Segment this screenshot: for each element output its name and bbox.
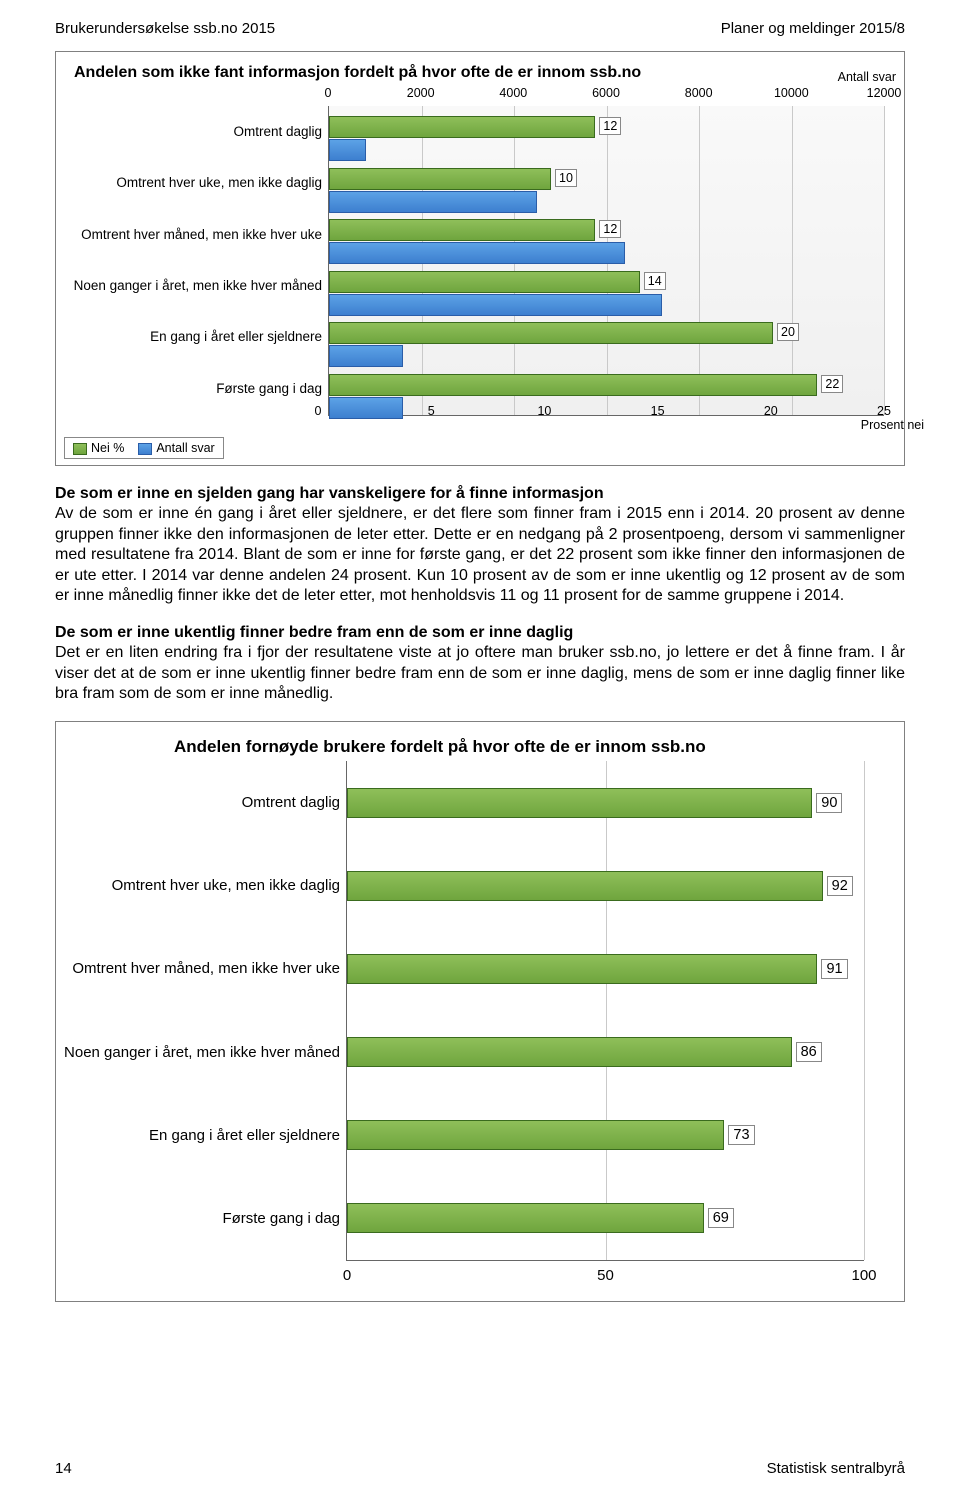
chart1-legend: Nei % Antall svar xyxy=(64,437,224,459)
chart1-top-tick: 8000 xyxy=(685,86,713,100)
chart1-top-tick: 0 xyxy=(325,86,332,100)
subheading-1: De som er inne en sjelden gang har vansk… xyxy=(55,485,604,502)
chart1-category-label: Første gang i dag xyxy=(66,381,328,397)
chart1-top-tick: 2000 xyxy=(407,86,435,100)
chart1-bar-nei xyxy=(329,116,595,138)
chart2-value-label: 69 xyxy=(708,1208,734,1228)
chart1-bottom-tick: 5 xyxy=(428,404,435,418)
header-left: Brukerundersøkelse ssb.no 2015 xyxy=(55,20,275,37)
footer-publisher: Statistisk sentralbyrå xyxy=(767,1460,905,1477)
chart2-value-label: 90 xyxy=(816,793,842,813)
chart1-title: Andelen som ikke fant informasjon fordel… xyxy=(74,64,894,82)
page-footer: 14 Statistisk sentralbyrå xyxy=(55,1460,905,1477)
chart1-top-tick: 4000 xyxy=(499,86,527,100)
chart1-bottom-tick: 25 xyxy=(877,404,891,418)
chart1-value-label: 12 xyxy=(599,220,621,238)
paragraph-2: Det er en liten endring fra i fjor der r… xyxy=(55,644,905,702)
chart1-top-axis-title: Antall svar xyxy=(838,70,896,84)
chart1-category-label: Noen ganger i året, men ikke hver måned xyxy=(66,278,328,294)
chart1-bar-nei xyxy=(329,322,773,344)
chart1-top-tick: 6000 xyxy=(592,86,620,100)
chart2-title: Andelen fornøyde brukere fordelt på hvor… xyxy=(56,722,904,761)
page-number: 14 xyxy=(55,1460,72,1477)
chart2-category-label: Omtrent hver måned, men ikke hver uke xyxy=(56,928,346,1011)
chart2-bar xyxy=(347,1120,724,1150)
chart2-bar xyxy=(347,1037,792,1067)
chart1-bottom-axis: Prosent nei 0510152025 xyxy=(318,402,884,420)
chart1-bottom-tick: 10 xyxy=(537,404,551,418)
chart2-plot-area: 050100909291867369 xyxy=(346,761,864,1261)
chart2-value-label: 92 xyxy=(827,876,853,896)
chart2-value-label: 73 xyxy=(728,1125,754,1145)
chart1-value-label: 20 xyxy=(777,323,799,341)
legend-label-antall: Antall svar xyxy=(156,441,214,455)
chart1-top-axis: 020004000600080001000012000 xyxy=(328,86,884,106)
chart2-bar xyxy=(347,954,817,984)
chart1-category-label: Omtrent hver måned, men ikke hver uke xyxy=(66,227,328,243)
legend-item-nei: Nei % xyxy=(73,441,124,455)
chart2-category-label: Omtrent daglig xyxy=(56,761,346,844)
chart2-category-label: Noen ganger i året, men ikke hver måned xyxy=(56,1011,346,1094)
chart1-bottom-tick: 15 xyxy=(651,404,665,418)
chart2-xtick: 100 xyxy=(851,1267,876,1284)
chart2-bar xyxy=(347,871,823,901)
chart-satisfied-by-frequency: Andelen fornøyde brukere fordelt på hvor… xyxy=(55,721,905,1302)
chart1-category-labels: Omtrent daglig Omtrent hver uke, men ikke… xyxy=(66,86,328,416)
chart1-top-tick: 12000 xyxy=(867,86,902,100)
chart1-value-label: 22 xyxy=(821,375,843,393)
legend-swatch-nei xyxy=(73,443,87,455)
chart2-value-label: 86 xyxy=(796,1042,822,1062)
chart1-bar-nei xyxy=(329,219,595,241)
chart1-category-label: Omtrent hver uke, men ikke daglig xyxy=(66,175,328,191)
chart1-bar-nei xyxy=(329,374,817,396)
legend-label-nei: Nei % xyxy=(91,441,124,455)
chart2-category-labels: Omtrent dagligOmtrent hver uke, men ikke… xyxy=(56,761,346,1261)
chart1-bar-nei xyxy=(329,271,640,293)
chart2-category-label: En gang i året eller sjeldnere xyxy=(56,1094,346,1177)
chart1-value-label: 12 xyxy=(599,117,621,135)
chart2-xtick: 0 xyxy=(343,1267,351,1284)
chart1-category-label: En gang i året eller sjeldnere xyxy=(66,329,328,345)
chart1-bottom-tick: 0 xyxy=(315,404,322,418)
chart2-category-label: Omtrent hver uke, men ikke daglig xyxy=(56,844,346,927)
page-header: Brukerundersøkelse ssb.no 2015 Planer og… xyxy=(55,20,905,37)
chart1-value-label: 10 xyxy=(555,169,577,187)
chart1-top-tick: 10000 xyxy=(774,86,809,100)
chart2-category-label: Første gang i dag xyxy=(56,1178,346,1261)
paragraph-1: Av de som er inne én gang i året eller s… xyxy=(55,505,905,604)
chart2-bar xyxy=(347,788,812,818)
chart2-value-label: 91 xyxy=(821,959,847,979)
chart2-xtick: 50 xyxy=(597,1267,614,1284)
chart1-bottom-axis-title: Prosent nei xyxy=(861,418,924,432)
chart-not-found-by-frequency: Andelen som ikke fant informasjon fordel… xyxy=(55,51,905,466)
legend-item-antall: Antall svar xyxy=(138,441,214,455)
chart2-bar xyxy=(347,1203,704,1233)
body-text: De som er inne en sjelden gang har vansk… xyxy=(55,484,905,705)
legend-swatch-antall xyxy=(138,443,152,455)
chart1-plot-area: 12 10 12 14 20 22 xyxy=(328,106,884,416)
chart1-category-label: Omtrent daglig xyxy=(66,124,328,140)
chart1-bottom-tick: 20 xyxy=(764,404,778,418)
chart1-value-label: 14 xyxy=(644,272,666,290)
header-right: Planer og meldinger 2015/8 xyxy=(721,20,905,37)
chart1-bar-nei xyxy=(329,168,551,190)
subheading-2: De som er inne ukentlig finner bedre fra… xyxy=(55,624,573,641)
